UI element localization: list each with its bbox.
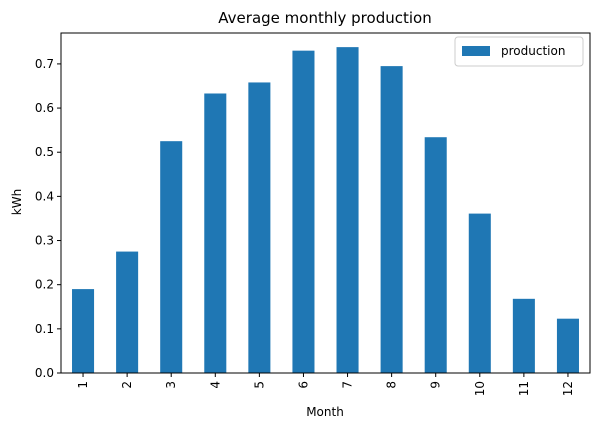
y-tick-label-0.2: 0.2 [35, 278, 54, 292]
y-axis-ticks: 0.0 0.1 0.2 0.3 0.4 0.5 0.6 0.7 [35, 57, 61, 380]
x-tick-label-3: 3 [164, 381, 178, 389]
x-tick-label-9: 9 [429, 381, 443, 389]
x-tick-label-7: 7 [341, 381, 355, 389]
y-tick-label-0.5: 0.5 [35, 145, 54, 159]
bar-month-7 [336, 47, 359, 373]
y-tick-label-0.3: 0.3 [35, 234, 54, 248]
x-axis-ticks: 1 2 3 4 5 6 7 8 9 10 11 12 [76, 373, 575, 396]
y-tick-label-0.1: 0.1 [35, 322, 54, 336]
chart-title: Average monthly production [218, 9, 431, 27]
y-axis-label: kWh [10, 189, 24, 215]
x-tick-label-12: 12 [561, 381, 575, 396]
y-tick-label-0.4: 0.4 [35, 189, 54, 203]
bar-month-9 [424, 137, 447, 373]
y-tick-label-0.6: 0.6 [35, 101, 54, 115]
bar-month-1 [72, 289, 95, 373]
y-tick-label-0.7: 0.7 [35, 57, 54, 71]
x-tick-label-10: 10 [473, 381, 487, 396]
bar-month-6 [292, 50, 315, 373]
bars-group [72, 47, 579, 374]
x-axis-label: Month [306, 405, 344, 419]
bar-month-10 [468, 213, 491, 373]
y-tick-label-0.0: 0.0 [35, 366, 54, 380]
bar-month-2 [116, 251, 139, 373]
x-tick-label-8: 8 [385, 381, 399, 389]
bar-month-4 [204, 93, 227, 374]
x-tick-label-4: 4 [208, 381, 222, 389]
legend: production [454, 36, 584, 67]
bar-month-8 [380, 66, 403, 374]
x-tick-label-5: 5 [252, 381, 266, 389]
x-tick-label-1: 1 [76, 381, 90, 389]
legend-label-production: production [501, 44, 565, 58]
bar-month-3 [160, 141, 183, 373]
legend-swatch-production [462, 46, 490, 56]
bar-month-5 [248, 82, 271, 373]
x-tick-label-2: 2 [120, 381, 134, 389]
legend-box [454, 36, 584, 67]
plot-frame [60, 32, 591, 374]
x-tick-label-11: 11 [517, 381, 531, 396]
x-tick-label-6: 6 [296, 381, 310, 389]
bar-month-12 [556, 318, 579, 373]
bar-month-11 [512, 298, 535, 373]
